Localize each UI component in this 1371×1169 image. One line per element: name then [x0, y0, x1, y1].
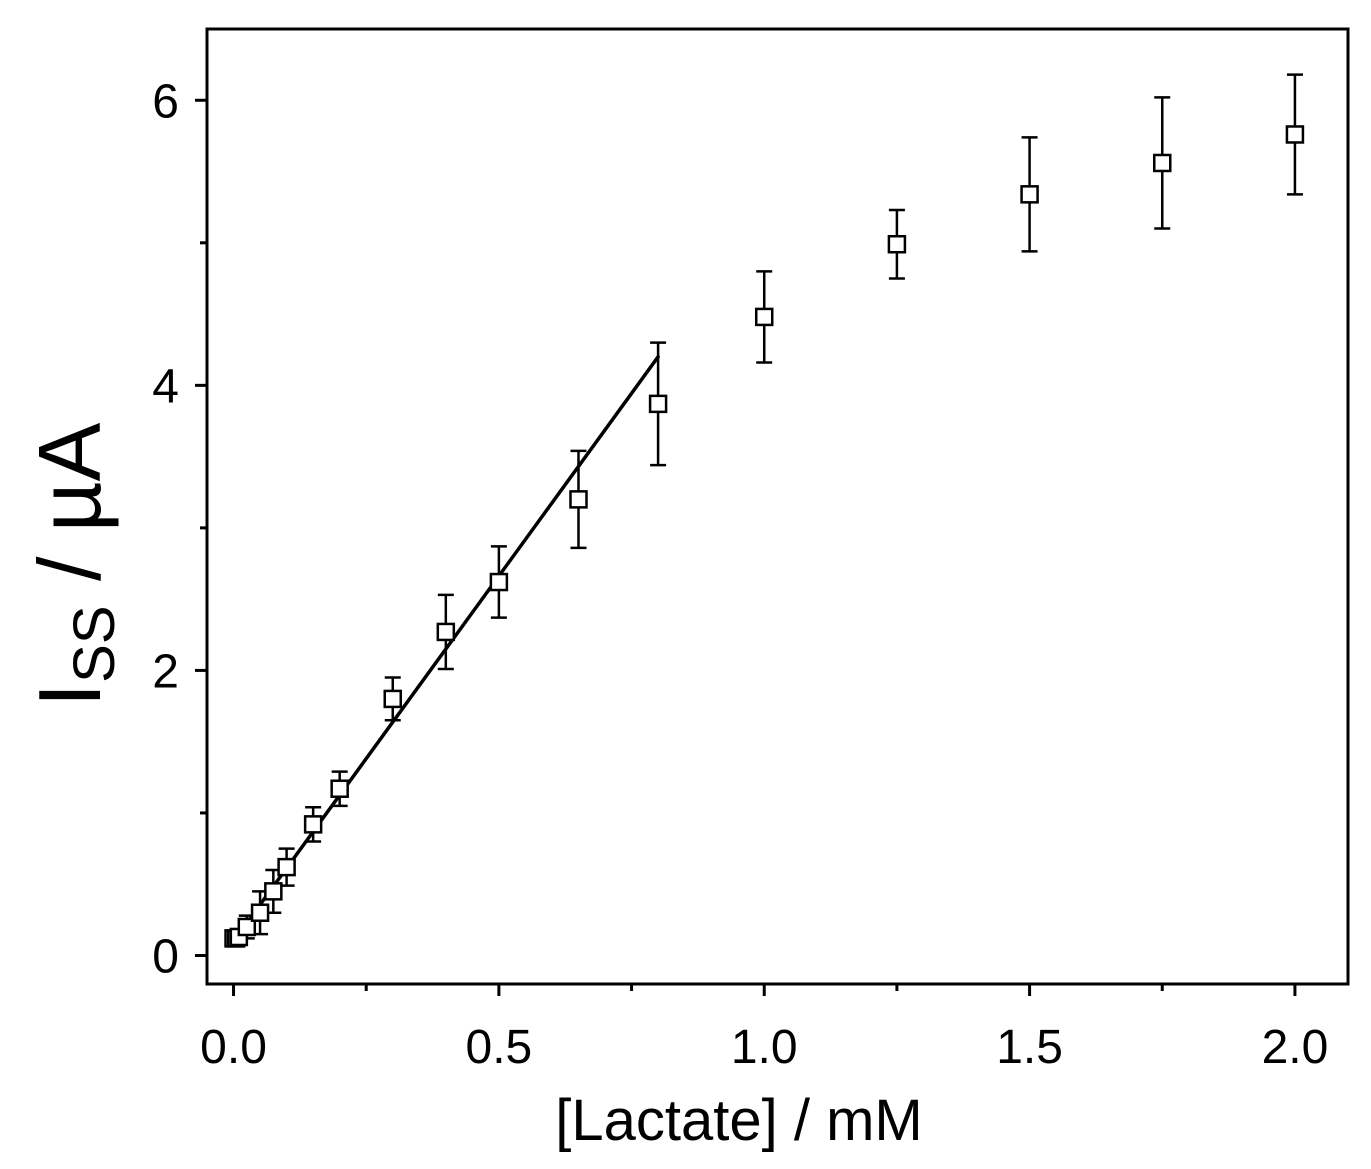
data-point: [1020, 185, 1039, 204]
data-point: [1285, 125, 1305, 144]
data-point: [489, 572, 509, 592]
data-point: [237, 917, 257, 937]
x-tick-label: 0.0: [200, 1021, 267, 1074]
data-point: [648, 394, 668, 414]
y-axis-title-main: I: [20, 683, 119, 707]
y-tick-label: 2: [152, 645, 179, 698]
x-tick-label: 1.0: [731, 1021, 798, 1074]
data-point: [303, 815, 323, 834]
y-tick-label: 4: [152, 360, 179, 413]
data-point: [436, 622, 456, 642]
x-axis-title: [Lactate] / mM: [555, 1088, 922, 1153]
data-point: [569, 490, 588, 509]
y-axis-title-subscript: SS: [62, 605, 127, 682]
data-point: [887, 234, 907, 254]
plot-frame: [205, 27, 1350, 986]
plot-area-border: [205, 27, 1350, 986]
data-markers: [224, 125, 1305, 948]
error-bars: [225, 73, 1303, 944]
y-axis-title-rest: / µA: [20, 422, 119, 605]
data-point: [754, 307, 774, 327]
x-tick-label: 1.5: [996, 1021, 1063, 1074]
y-axis-title: ISS / µA: [20, 422, 127, 707]
data-point: [383, 689, 402, 709]
data-point: [264, 882, 283, 901]
x-tick-label: 2.0: [1262, 1021, 1329, 1074]
tick-labels: 0.0 0.5 1.0 1.5 2.0 0 2 4 6: [152, 75, 1328, 1074]
data-point: [330, 779, 349, 798]
axis-ticks: [195, 98, 1297, 996]
data-point: [1153, 153, 1172, 173]
y-tick-label: 0: [152, 930, 179, 983]
data-point: [277, 857, 296, 877]
y-tick-label: 6: [152, 75, 179, 128]
x-tick-label: 0.5: [466, 1021, 533, 1074]
data-point: [250, 903, 270, 922]
